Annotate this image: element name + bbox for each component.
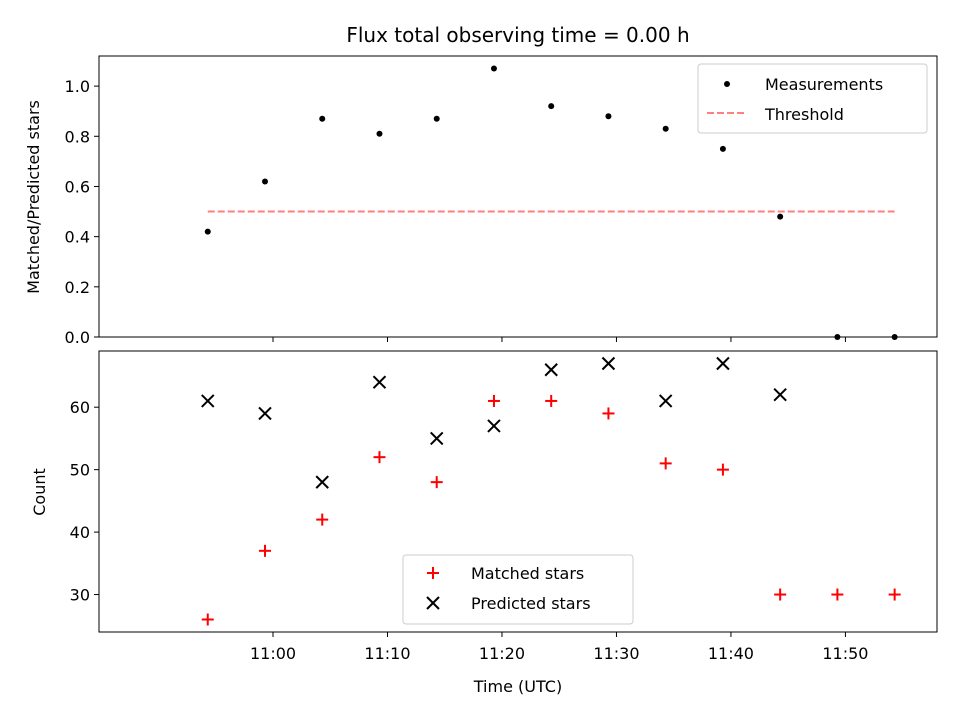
- measurement-point: [490, 65, 497, 72]
- x-axis-label: Time (UTC): [473, 677, 562, 696]
- top-y-tick-label: 0.2: [65, 278, 90, 297]
- bottom-legend: Matched stars Predicted stars: [402, 554, 634, 625]
- matched-star-point: [430, 476, 443, 489]
- legend-predicted-label: Predicted stars: [471, 594, 591, 613]
- predicted-star-point: [315, 475, 329, 489]
- predicted-star-point: [716, 356, 730, 371]
- top-y-tick-label: 0.0: [65, 328, 90, 347]
- bottom-y-axis-label: Count: [30, 468, 49, 516]
- bottom-y-tick-label: 30: [70, 586, 90, 605]
- measurement-point: [605, 113, 612, 120]
- matched-star-point: [373, 451, 386, 464]
- predicted-star-point: [601, 356, 616, 371]
- matched-star-point: [659, 457, 672, 470]
- predicted-star-point: [658, 394, 673, 408]
- measurement-point: [376, 130, 383, 137]
- x-tick-label: 11:00: [250, 644, 296, 663]
- top-legend-box: [697, 63, 928, 134]
- legend-measurements-marker: [724, 81, 730, 87]
- top-y-tick-label: 0.6: [65, 177, 90, 196]
- legend-predicted-marker: [426, 596, 440, 610]
- legend-matched-marker: [427, 567, 439, 579]
- legend-matched-label: Matched stars: [471, 564, 584, 583]
- predicted-star-point: [201, 394, 215, 408]
- x-tick-label: 11:20: [479, 644, 525, 663]
- x-tick-label: 11:50: [822, 644, 868, 663]
- measurement-point: [261, 178, 268, 185]
- matched-star-point: [258, 544, 271, 557]
- top-y-tick-label: 0.4: [65, 228, 90, 247]
- measurement-point: [319, 115, 326, 122]
- predicted-star-point: [430, 431, 444, 446]
- predicted-star-point: [258, 406, 272, 421]
- x-tick-label: 11:10: [364, 644, 410, 663]
- measurement-point: [204, 228, 211, 235]
- top-y-tick-label: 0.8: [65, 127, 90, 146]
- bottom-panel: 30 40 50 60 11:00 11:10 11:20 11:30 11:40 11:50 Ma…: [70, 350, 938, 663]
- top-legend: Measurements Threshold: [697, 63, 928, 134]
- bottom-legend-box: [402, 554, 634, 625]
- bottom-y-tick-label: 60: [70, 398, 90, 417]
- matched-star-point: [201, 613, 214, 626]
- predicted-star-point: [544, 363, 558, 377]
- matched-star-point: [774, 588, 787, 601]
- measurement-point: [891, 334, 898, 340]
- matched-star-point: [716, 463, 729, 476]
- measurement-point: [777, 213, 784, 220]
- legend-threshold-label: Threshold: [764, 105, 844, 124]
- top-panel: 0.0 0.2 0.4 0.6 0.8 1.0 Measurements Threshold: [65, 55, 938, 347]
- matched-star-point: [545, 394, 558, 407]
- top-y-tick-label: 1.0: [65, 77, 90, 96]
- top-y-axis-label: Matched/Predicted stars: [24, 100, 43, 294]
- measurement-point: [719, 145, 726, 152]
- matched-star-point: [602, 407, 615, 420]
- x-tick-label: 11:30: [593, 644, 639, 663]
- predicted-star-point: [773, 388, 787, 402]
- predicted-star-point: [487, 419, 501, 433]
- matched-star-point: [888, 588, 901, 601]
- matched-star-point: [487, 394, 500, 407]
- measurement-point: [548, 103, 555, 110]
- x-tick-label: 11:40: [708, 644, 754, 663]
- matched-star-point: [316, 513, 329, 526]
- measurement-point: [662, 125, 669, 132]
- measurement-point: [834, 334, 841, 340]
- chart-title: Flux total observing time = 0.00 h: [346, 23, 689, 47]
- bottom-y-tick-label: 40: [70, 523, 90, 542]
- measurement-point: [433, 115, 440, 122]
- predicted-star-point: [372, 375, 387, 389]
- bottom-y-tick-label: 50: [70, 461, 90, 480]
- matched-star-point: [831, 588, 844, 601]
- legend-measurements-label: Measurements: [765, 75, 883, 94]
